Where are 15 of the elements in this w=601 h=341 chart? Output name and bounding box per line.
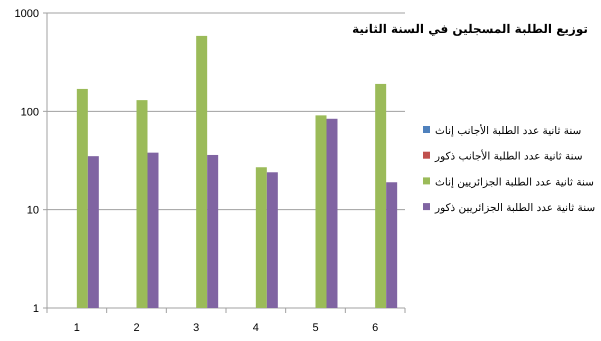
x-tick-label: 3 bbox=[193, 322, 200, 334]
x-tick-label: 6 bbox=[372, 322, 378, 334]
text: توزيع الطلبة المسجلين في السنة الثانية bbox=[352, 22, 588, 36]
x-tick-label: 5 bbox=[312, 322, 319, 334]
legend-label: سنة ثانية عدد الطلبة الأجانب ذكور bbox=[434, 148, 583, 163]
x-tick-label: 1 bbox=[74, 322, 80, 334]
x-tick-label: 2 bbox=[133, 322, 140, 334]
y-tick-label: 1000 bbox=[14, 8, 39, 20]
x-tick-label: 4 bbox=[252, 322, 259, 334]
legend-label: سنة ثانية عدد الطلبة الجزائريين ذكور bbox=[434, 202, 596, 214]
legend-label: سنة ثانية عدد الطلبة الأجانب إناث bbox=[435, 123, 582, 137]
y-tick-label: 1 bbox=[32, 303, 39, 315]
y-tick-label: 10 bbox=[26, 204, 39, 217]
legend-label: سنة ثانية عدد الطلبة الجزائريين إناث bbox=[435, 176, 594, 188]
y-tick-label: 100 bbox=[20, 106, 39, 118]
